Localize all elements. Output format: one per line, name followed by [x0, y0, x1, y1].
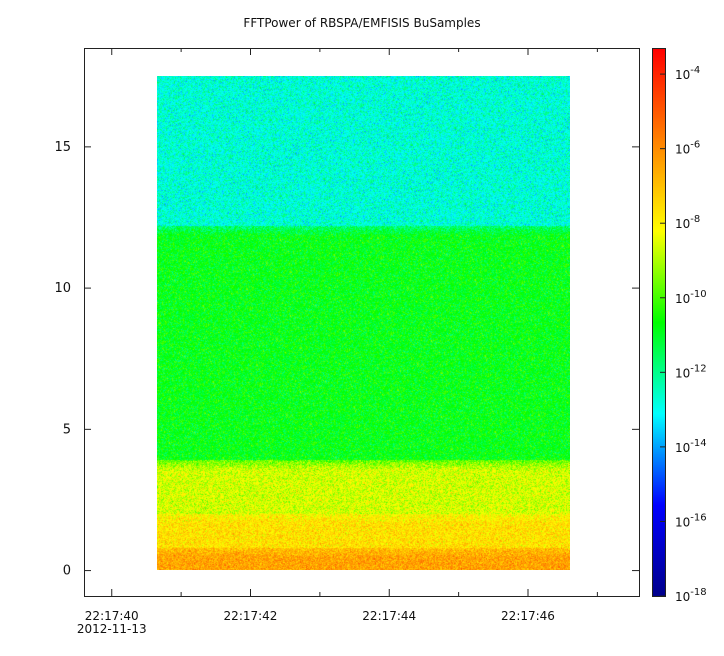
x-tick-label: 22:17:42: [224, 609, 278, 623]
colorbar-tick-label: 10-18: [675, 587, 707, 604]
x-tick-label: 22:17:46: [501, 609, 555, 623]
colorbar-tick-label: 10-8: [675, 214, 700, 231]
y-tick-label: 0: [63, 564, 71, 579]
chart-title: FFTPower of RBSPA/EMFISIS BuSamples: [243, 16, 481, 30]
colorbar-tick-label: 10-4: [675, 65, 700, 82]
colorbar-tick-label: 10-12: [675, 363, 707, 380]
x-axis-date-label: 2012-11-13: [77, 622, 147, 636]
colorbar-tick-label: 10-10: [675, 289, 707, 306]
colorbar-gradient: [652, 48, 665, 596]
spectrogram-heatmap: [157, 76, 570, 570]
colorbar-tick-label: 10-14: [675, 438, 707, 455]
colorbar-tick-label: 10-16: [675, 512, 707, 529]
colorbar-axis: 10-4 10-6 10-8 10-10 10-12 10-14 10-16 10-18: [660, 65, 707, 604]
y-tick-label: 10: [54, 281, 71, 296]
x-tick-label: 22:17:44: [362, 609, 416, 623]
y-tick-label: 5: [63, 422, 71, 437]
colorbar-tick-label: 10-6: [675, 140, 700, 157]
x-tick-label: 22:17:40: [85, 609, 139, 623]
y-tick-label: 15: [54, 140, 71, 155]
